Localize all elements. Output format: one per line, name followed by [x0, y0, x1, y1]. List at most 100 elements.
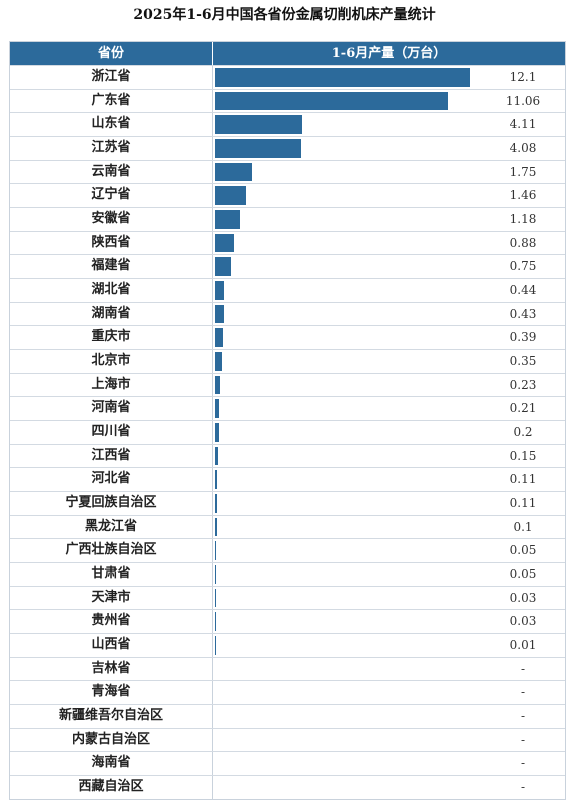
province-label: 山西省: [10, 634, 213, 657]
province-label: 广西壮族自治区: [10, 539, 213, 563]
bar-cell: 0.03: [213, 587, 565, 610]
bar: [215, 423, 220, 442]
table-row: 广东省 11.06: [10, 88, 565, 113]
value-label: -: [520, 780, 526, 795]
bar-cell: 1.46: [213, 184, 565, 207]
bar: [215, 139, 301, 158]
table-row: 河北省 0.11: [10, 467, 565, 492]
province-label: 云南省: [10, 160, 213, 184]
table-row: 吉林省 -: [10, 656, 565, 681]
bar-cell: 0.75: [213, 255, 565, 278]
value-label: 1.46: [509, 188, 537, 203]
province-label: 广东省: [10, 89, 213, 113]
value-label: -: [520, 732, 526, 747]
bar: [215, 186, 246, 206]
table-row: 贵州省 0.03: [10, 609, 565, 634]
province-label: 安徽省: [10, 208, 213, 231]
bar: [215, 588, 216, 608]
table-row: 陕西省 0.88: [10, 230, 565, 255]
bar-cell: 0.21: [213, 397, 565, 420]
province-label: 江苏省: [10, 137, 213, 160]
bar: [215, 612, 216, 632]
table-row: 福建省 0.75: [10, 254, 565, 279]
bar-cell: -: [213, 681, 565, 704]
province-label: 辽宁省: [10, 184, 213, 208]
bar-cell: 0.15: [213, 445, 565, 468]
bar-cell: 0.03: [213, 610, 565, 633]
province-label: 江西省: [10, 444, 213, 468]
province-label: 青海省: [10, 681, 213, 705]
header-province: 省份: [10, 42, 213, 65]
province-label: 新疆维吾尔自治区: [10, 705, 213, 728]
bar-cell: -: [213, 776, 565, 799]
table-row: 内蒙古自治区 -: [10, 727, 565, 752]
bar-cell: 0.2: [213, 421, 565, 444]
bar: [215, 304, 225, 324]
table-row: 山西省 0.01: [10, 633, 565, 657]
bar: [215, 233, 234, 253]
bar: [215, 68, 470, 87]
value-label: 0.11: [509, 472, 537, 487]
value-label: 1.18: [509, 212, 537, 227]
table-row: 天津市 0.03: [10, 585, 565, 610]
province-label: 贵州省: [10, 610, 213, 634]
value-label: 4.08: [509, 141, 537, 156]
value-label: 0.44: [509, 283, 537, 298]
bar: [215, 565, 217, 584]
value-label: 0.39: [509, 330, 537, 345]
bar-cell: 0.05: [213, 563, 565, 586]
table-row: 四川省 0.2: [10, 420, 565, 444]
bar: [215, 115, 302, 135]
province-label: 河北省: [10, 468, 213, 492]
province-label: 海南省: [10, 752, 213, 776]
province-label: 山东省: [10, 113, 213, 137]
value-label: 0.23: [509, 377, 537, 392]
bar-cell: 0.11: [213, 468, 565, 491]
table-row: 广西壮族自治区 0.05: [10, 538, 565, 563]
table-row: 北京市 0.35: [10, 349, 565, 373]
province-label: 福建省: [10, 255, 213, 279]
bar-cell: 4.08: [213, 137, 565, 160]
province-label: 四川省: [10, 421, 213, 444]
chart-title: 2025年1-6月中国各省份金属切削机床产量统计: [133, 7, 436, 23]
value-label: 0.05: [509, 567, 537, 582]
bar-cell: 0.44: [213, 279, 565, 302]
province-label: 西藏自治区: [10, 776, 213, 799]
bar-cell: 0.05: [213, 539, 565, 562]
bar-cell: 0.23: [213, 374, 565, 397]
table-row: 湖北省 0.44: [10, 278, 565, 302]
value-label: 11.06: [505, 93, 541, 108]
bar: [215, 328, 224, 348]
province-label: 湖北省: [10, 279, 213, 302]
table-row: 浙江省 12.1: [10, 65, 565, 89]
bar-cell: 4.11: [213, 113, 565, 136]
table-row: 上海市 0.23: [10, 372, 565, 397]
province-label: 重庆市: [10, 326, 213, 350]
bar: [215, 517, 218, 537]
table-row: 西藏自治区 -: [10, 775, 565, 799]
province-label: 吉林省: [10, 657, 213, 681]
value-label: -: [520, 685, 526, 700]
value-label: 0.21: [509, 401, 537, 416]
value-label: 0.75: [509, 259, 537, 274]
table-row: 河南省 0.21: [10, 396, 565, 421]
value-label: 0.03: [509, 590, 537, 605]
bar: [215, 541, 217, 561]
value-label: -: [520, 709, 526, 724]
table-row: 安徽省 1.18: [10, 207, 565, 231]
bar-cell: -: [213, 752, 565, 775]
table-row: 黑龙江省 0.1: [10, 514, 565, 539]
bar-cell: -: [213, 705, 565, 728]
bar-cell: 1.18: [213, 208, 565, 231]
value-label: 12.1: [509, 70, 537, 84]
province-label: 浙江省: [10, 66, 213, 89]
province-label: 陕西省: [10, 231, 213, 255]
bar-cell: 12.1: [213, 66, 565, 89]
table-row: 青海省 -: [10, 680, 565, 705]
value-label: 0.35: [509, 354, 537, 369]
table-row: 新疆维吾尔自治区 -: [10, 704, 565, 728]
bar: [215, 352, 223, 371]
bar-cell: 0.35: [213, 350, 565, 373]
value-label: -: [520, 661, 526, 676]
table-row: 辽宁省 1.46: [10, 183, 565, 208]
